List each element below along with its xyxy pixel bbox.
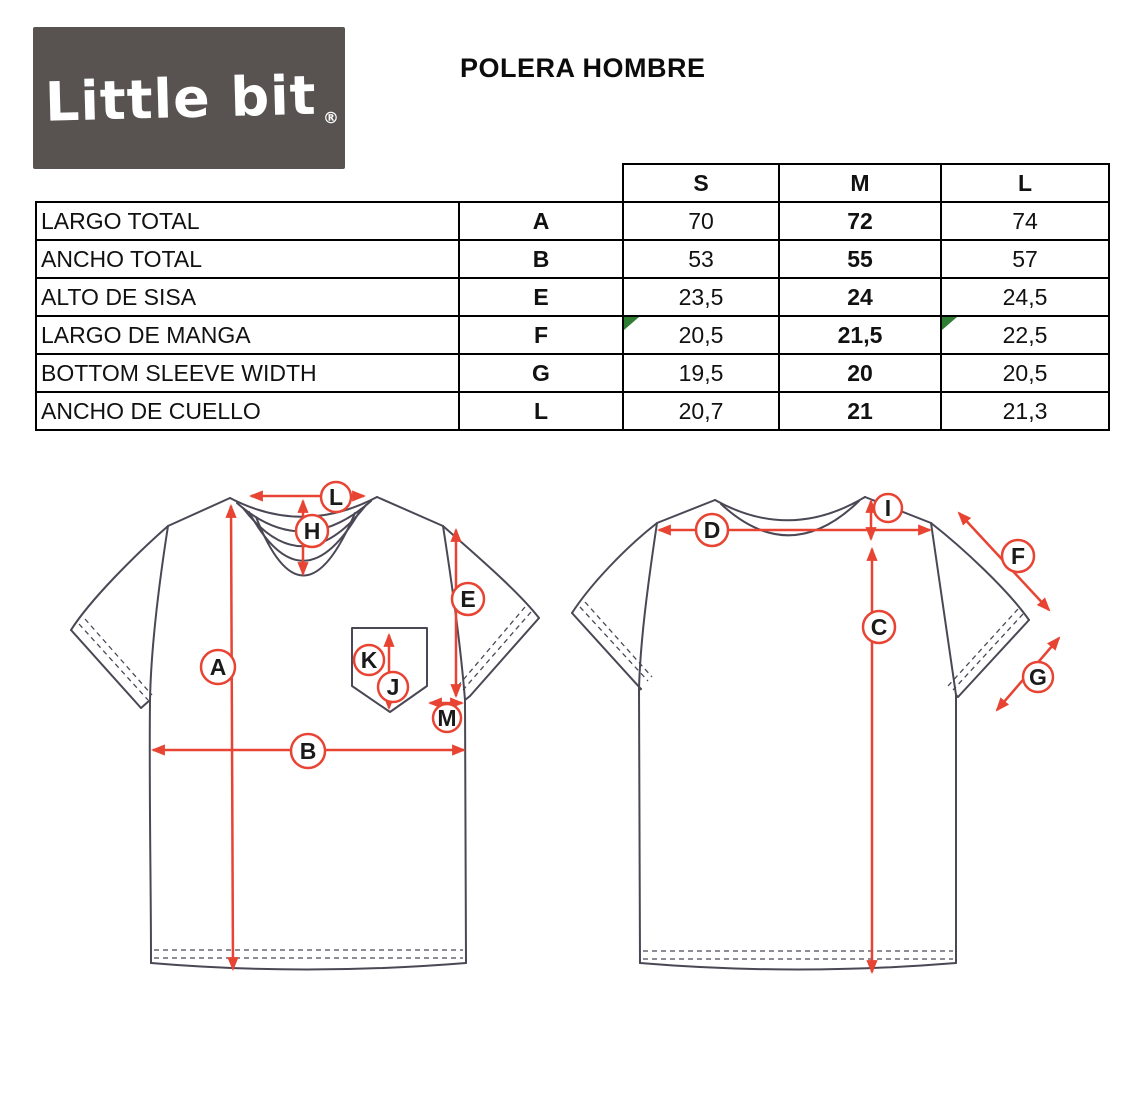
measure-label-cell: ANCHO DE CUELLO: [35, 391, 460, 431]
label-A: A: [210, 654, 227, 680]
size-header-m: M: [778, 163, 942, 203]
value-cell-s: 20,5: [622, 315, 780, 355]
size-table-header-row: S M L: [36, 163, 1110, 203]
measure-letter-cell: G: [458, 353, 624, 393]
value-cell-s: 23,5: [622, 277, 780, 317]
measure-letter-cell: F: [458, 315, 624, 355]
value-cell-s: 70: [622, 201, 780, 241]
back-dimension-labels: D I C F G: [694, 492, 1055, 694]
value-cell-l: 22,5: [940, 315, 1110, 355]
measure-letter-cell: E: [458, 277, 624, 317]
measure-label-cell: BOTTOM SLEEVE WIDTH: [35, 353, 460, 393]
value-cell-m: 72: [778, 201, 942, 241]
measure-letter-cell: A: [458, 201, 624, 241]
value-cell-l: 57: [940, 239, 1110, 279]
label-H: H: [304, 518, 321, 544]
table-row: LARGO DE MANGA F 20,5 21,5 22,5: [35, 315, 1110, 355]
size-table-body: LARGO TOTAL A 70 72 74 ANCHO TOTAL B 53 55 57 ALTO…: [35, 201, 1110, 431]
table-row: LARGO TOTAL A 70 72 74: [35, 201, 1110, 241]
value-cell-s: 20,7: [622, 391, 780, 431]
value-cell-m: 24: [778, 277, 942, 317]
table-row: ANCHO TOTAL B 53 55 57: [35, 239, 1110, 279]
label-F: F: [1011, 543, 1025, 569]
label-K: K: [361, 647, 378, 673]
table-row: BOTTOM SLEEVE WIDTH G 19,5 20 20,5: [35, 353, 1110, 393]
comment-flag-triangle: [942, 317, 957, 330]
value-cell-m: 55: [778, 239, 942, 279]
brand-logo: Little bit ®: [33, 27, 345, 169]
value-cell-l: 21,3: [940, 391, 1110, 431]
measure-letter-cell: L: [458, 391, 624, 431]
label-J: J: [387, 674, 400, 700]
value-cell-s: 53: [622, 239, 780, 279]
value-cell-s: 19,5: [622, 353, 780, 393]
back-dimension-arrows: [656, 498, 1061, 975]
label-G: G: [1029, 664, 1047, 690]
label-D: D: [704, 517, 721, 543]
comment-flag-triangle: [624, 317, 639, 330]
value-cell-m: 20: [778, 353, 942, 393]
value-cell-l: 20,5: [940, 353, 1110, 393]
table-row: ALTO DE SISA E 23,5 24 24,5: [35, 277, 1110, 317]
measure-letter-cell: B: [458, 239, 624, 279]
front-shirt-drawing: L H A E K J M B: [70, 480, 540, 972]
measure-label-cell: ALTO DE SISA: [35, 277, 460, 317]
label-L: L: [329, 484, 343, 510]
value-cell-m: 21,5: [778, 315, 942, 355]
label-C: C: [871, 614, 888, 640]
front-dimension-arrows: [150, 490, 467, 972]
dim-arrow-A: [225, 503, 239, 972]
measure-label-cell: ANCHO TOTAL: [35, 239, 460, 279]
measure-label-cell: LARGO TOTAL: [35, 201, 460, 241]
page-title: POLERA HOMBRE: [460, 53, 706, 83]
label-B: B: [300, 738, 317, 764]
label-I: I: [885, 495, 891, 521]
table-row: ANCHO DE CUELLO L 20,7 21 21,3: [35, 391, 1110, 431]
label-M: M: [437, 705, 456, 731]
size-table: S M L LARGO TOTAL A 70 72 74 ANCHO TOTAL B 53 55…: [35, 163, 1110, 431]
measure-label-cell: LARGO DE MANGA: [35, 315, 460, 355]
size-header-l: L: [940, 163, 1110, 203]
front-dimension-labels: L H A E K J M B: [199, 480, 486, 770]
value-cell-l: 24,5: [940, 277, 1110, 317]
value-cell-l: 74: [940, 201, 1110, 241]
value-cell-m: 21: [778, 391, 942, 431]
size-header-s: S: [622, 163, 780, 203]
label-E: E: [460, 586, 475, 612]
back-shirt-drawing: D I C F G: [571, 492, 1061, 975]
